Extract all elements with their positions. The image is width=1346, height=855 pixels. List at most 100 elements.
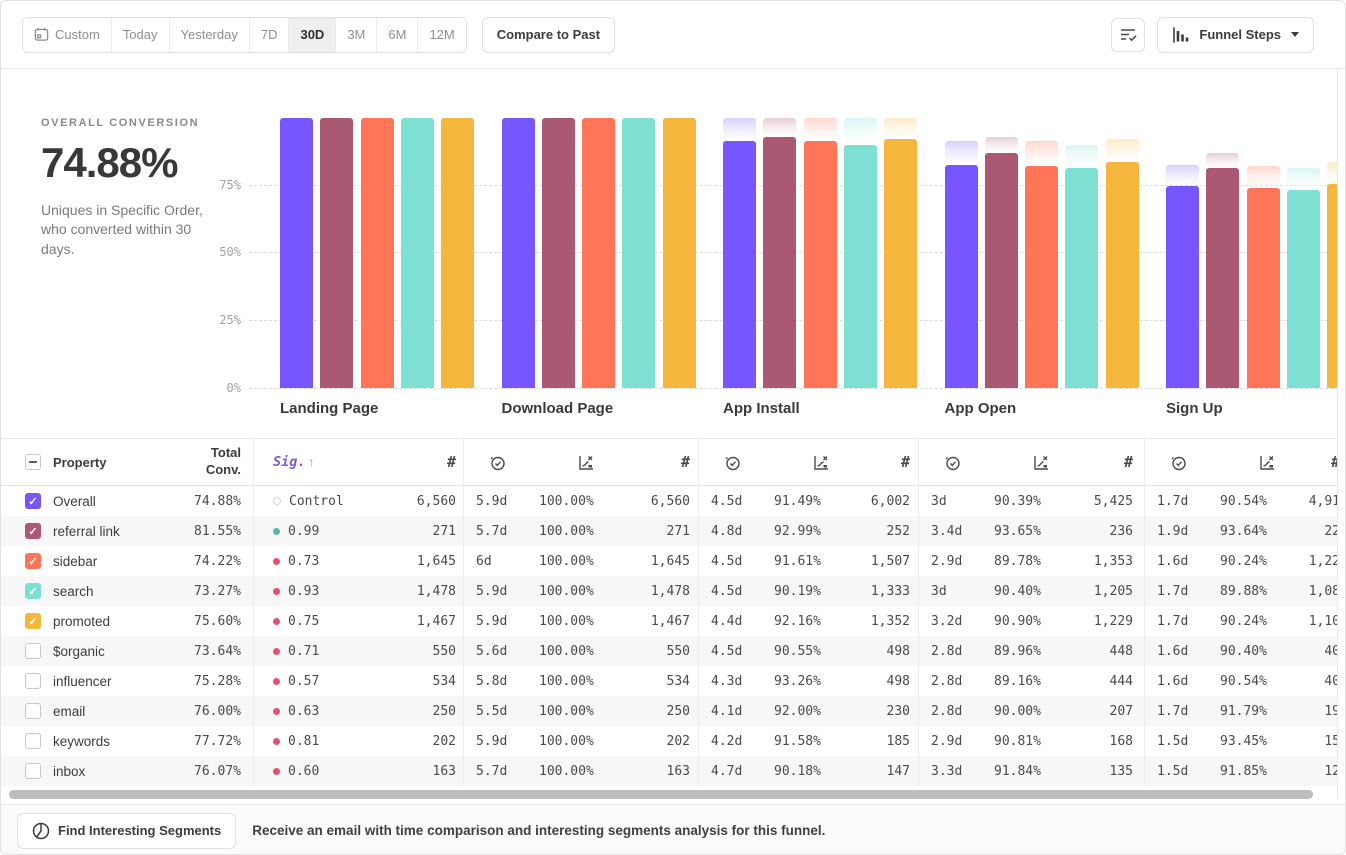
conversion-dropoff-icon[interactable] — [986, 454, 1081, 471]
sort-arrow-icon: ↑ — [308, 455, 315, 469]
breakdown-table: Property Total Conv. Sig. ↑ # # # — [1, 438, 1338, 786]
funnel-bar[interactable] — [1246, 187, 1280, 388]
significance-value: 0.93 — [288, 583, 320, 599]
date-range-custom[interactable]: Custom — [23, 17, 112, 52]
property-column-header[interactable]: Property — [53, 454, 107, 470]
date-range-12m[interactable]: 12M — [418, 17, 466, 52]
funnel-steps-icon — [1172, 27, 1191, 43]
hash-icon[interactable]: # — [900, 453, 910, 471]
funnel-bar[interactable] — [622, 118, 656, 388]
funnel-bar[interactable] — [1206, 167, 1240, 388]
step-time: 4.5d — [711, 553, 743, 569]
stopwatch-check-icon[interactable] — [463, 454, 531, 471]
row-checkbox[interactable] — [25, 583, 41, 599]
filter-button[interactable] — [1111, 17, 1146, 52]
funnel-bar[interactable] — [360, 118, 394, 388]
funnel-bar[interactable] — [441, 118, 475, 388]
filter-check-icon — [1120, 27, 1137, 42]
funnel-bar[interactable] — [662, 118, 696, 388]
funnel-bar[interactable] — [541, 118, 575, 388]
compare-to-past-button[interactable]: Compare to Past — [481, 16, 616, 53]
step-time: 5.8d — [476, 673, 508, 689]
table-row: email 76.00% 0.63 250 5.5d 100.00% 250 4… — [1, 696, 1338, 726]
funnel-bar[interactable] — [723, 140, 756, 388]
column-separator — [253, 439, 254, 786]
step-count: 19 — [1324, 703, 1338, 719]
funnel-bar[interactable] — [280, 118, 313, 388]
entered-count: 1,478 — [416, 583, 456, 599]
row-checkbox[interactable] — [25, 733, 41, 749]
funnel-bar[interactable] — [984, 152, 1018, 388]
funnel-bar[interactable] — [1327, 183, 1338, 388]
step-time: 4.1d — [711, 703, 743, 719]
step-time: 4.7d — [711, 763, 743, 779]
row-checkbox[interactable] — [25, 523, 41, 539]
date-range-7d[interactable]: 7D — [249, 17, 290, 52]
funnel-bar[interactable] — [884, 139, 918, 388]
y-axis-tick: 75% — [219, 178, 241, 192]
total-conversion-value: 74.22% — [194, 553, 241, 569]
date-range-30d[interactable]: 30D — [289, 17, 337, 52]
step-conversion: 93.45% — [1220, 733, 1267, 749]
conversion-dropoff-icon[interactable] — [766, 454, 861, 471]
overall-conversion-description: Uniques in Specific Order, who converted… — [41, 202, 203, 257]
funnel-bar[interactable] — [763, 136, 797, 388]
funnel-bar[interactable] — [1166, 185, 1199, 388]
funnel-bar[interactable] — [843, 144, 877, 388]
conversion-dropoff-icon[interactable] — [531, 454, 626, 471]
step-time: 4.5d — [711, 583, 743, 599]
overall-conversion-label: OVERALL CONVERSION — [41, 117, 200, 129]
sig-column-header[interactable]: Sig. ↑ — [273, 454, 315, 470]
funnel-bar[interactable] — [1105, 161, 1139, 388]
row-checkbox[interactable] — [25, 673, 41, 689]
step-count: 236 — [1109, 523, 1133, 539]
significance-dot — [273, 617, 280, 625]
conversion-dropoff-icon[interactable] — [1212, 454, 1307, 471]
date-range-yesterday[interactable]: Yesterday — [169, 17, 250, 52]
funnel-bar[interactable] — [1065, 167, 1099, 388]
date-range-6m[interactable]: 6M — [377, 17, 419, 52]
funnel-bar[interactable] — [1025, 165, 1059, 388]
total-conversion-value: 73.64% — [194, 643, 241, 659]
date-range-3m[interactable]: 3M — [336, 17, 378, 52]
gridline — [249, 388, 1338, 389]
hash-icon[interactable]: # — [680, 453, 690, 471]
total-conversion-value: 81.55% — [194, 523, 241, 539]
row-checkbox[interactable] — [25, 553, 41, 569]
funnel-bar[interactable] — [803, 140, 837, 388]
step-time: 1.5d — [1157, 733, 1189, 749]
row-checkbox[interactable] — [25, 613, 41, 629]
row-checkbox[interactable] — [25, 493, 41, 509]
horizontal-scrollbar-thumb[interactable] — [9, 790, 1313, 799]
find-interesting-segments-button[interactable]: Find Interesting Segments — [17, 812, 237, 849]
step-time: 2.8d — [931, 643, 963, 659]
row-checkbox[interactable] — [25, 643, 41, 659]
funnel-bar[interactable] — [400, 118, 434, 388]
row-checkbox[interactable] — [25, 703, 41, 719]
row-checkbox[interactable] — [25, 763, 41, 779]
step-count: 252 — [886, 523, 910, 539]
hash-icon[interactable]: # — [1307, 453, 1338, 471]
step-count: 534 — [666, 673, 690, 689]
step-conversion: 90.19% — [774, 583, 821, 599]
funnel-bar[interactable] — [320, 118, 354, 388]
toolbar-right: Funnel Steps — [1111, 16, 1314, 53]
hash-icon[interactable]: # — [446, 453, 456, 471]
funnel-bar[interactable] — [582, 118, 616, 388]
total-conv-column-header[interactable]: Total Conv. — [205, 445, 241, 477]
stopwatch-check-icon[interactable] — [698, 454, 766, 471]
funnel-bar[interactable] — [944, 164, 978, 388]
stopwatch-check-icon[interactable] — [1144, 454, 1212, 471]
step-conversion: 89.96% — [994, 643, 1041, 659]
funnel-bar[interactable] — [1286, 190, 1320, 388]
funnel-bar[interactable] — [501, 118, 535, 388]
hash-icon[interactable]: # — [1123, 453, 1133, 471]
step-conversion: 90.40% — [1220, 643, 1267, 659]
step-count: 1,478 — [650, 583, 690, 599]
stopwatch-check-icon[interactable] — [918, 454, 986, 471]
funnel-steps-button[interactable]: Funnel Steps — [1157, 16, 1314, 53]
step-conversion: 89.16% — [994, 673, 1041, 689]
date-range-today[interactable]: Today — [111, 17, 170, 52]
funnel-bar-dropoff — [1166, 164, 1199, 186]
select-all-checkbox[interactable] — [25, 454, 41, 470]
